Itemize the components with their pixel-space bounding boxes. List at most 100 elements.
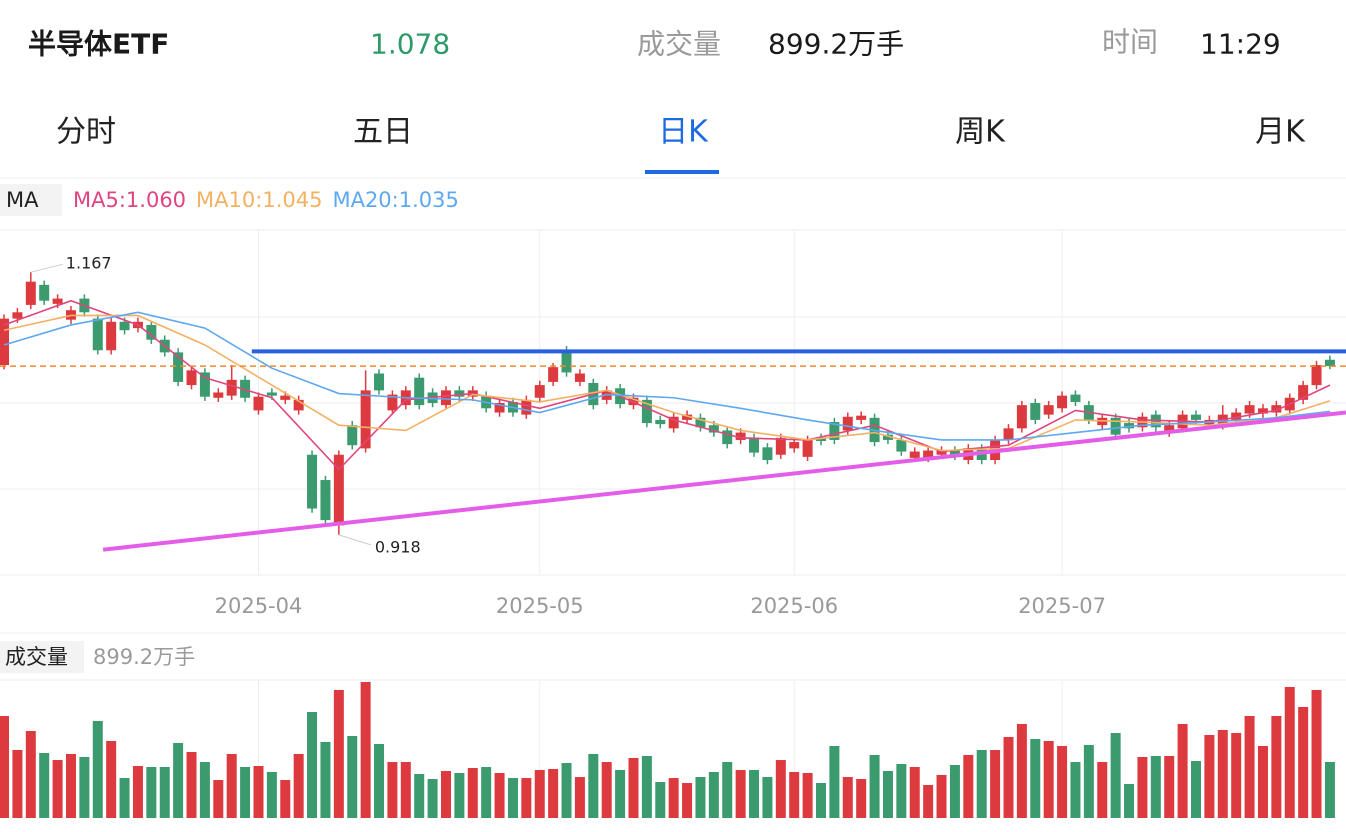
volume-bar — [1083, 745, 1094, 818]
volume-bar — [186, 751, 197, 818]
volume-title-bg — [0, 641, 84, 673]
volume-bar — [963, 754, 974, 818]
candle-body — [1244, 405, 1255, 414]
candle-body — [52, 298, 63, 304]
volume-bar — [400, 762, 411, 818]
candle-body — [749, 437, 760, 453]
candle-body — [1231, 412, 1242, 420]
volume-bar — [896, 764, 907, 818]
volume-bar — [387, 762, 398, 818]
volume-bar — [360, 681, 371, 818]
candle-body — [414, 377, 425, 406]
volume-bar — [561, 763, 572, 818]
volume-bar — [749, 769, 760, 818]
volume-bar — [226, 753, 237, 818]
volume-bar — [92, 720, 103, 818]
candle-body — [440, 390, 451, 406]
tab[interactable]: 五日 — [353, 115, 413, 150]
volume-bar — [601, 762, 612, 818]
volume-bar — [628, 757, 639, 818]
volume: 899.2万手 — [768, 28, 904, 61]
legend-entry: MA10:1.045 — [196, 188, 322, 212]
candle-body — [387, 394, 398, 411]
volume-bar — [976, 749, 987, 818]
volume-bar — [990, 749, 1001, 818]
tab[interactable]: 月K — [1255, 115, 1306, 150]
tab[interactable]: 周K — [955, 115, 1006, 150]
volume-bar — [1070, 762, 1081, 818]
volume-bar — [494, 772, 505, 818]
volume-bar — [1231, 732, 1242, 818]
candle-body — [1070, 394, 1081, 402]
volume-subtitle: 899.2万手 — [93, 645, 195, 669]
candle-body — [293, 399, 304, 411]
volume-bar — [159, 766, 170, 818]
volume-label: 成交量 — [637, 28, 721, 61]
volume-bar — [815, 783, 826, 818]
tab[interactable]: 分时 — [56, 115, 116, 150]
volume-bar — [588, 753, 599, 818]
legend-entry: MA5:1.060 — [73, 188, 186, 212]
candle-body — [775, 437, 786, 455]
volume-bar — [320, 741, 331, 818]
volume-bar — [869, 754, 880, 818]
volume-bar — [1257, 746, 1268, 818]
volume-bar — [1043, 740, 1054, 818]
volume-bar — [615, 769, 626, 818]
candle-body — [146, 324, 157, 340]
volume-bar — [467, 767, 478, 818]
candle-body — [1030, 403, 1041, 420]
volume-bar — [521, 778, 532, 818]
candle-body — [199, 372, 210, 397]
volume-bar — [1137, 756, 1148, 818]
candle-body — [1003, 428, 1014, 440]
drawn-line — [102, 410, 1346, 552]
candle-body — [320, 480, 331, 521]
volume-bar — [106, 740, 117, 818]
candle-body — [1324, 359, 1335, 367]
volume-bar — [534, 769, 545, 818]
volume-bar — [949, 765, 960, 818]
volume-bar — [1030, 738, 1041, 818]
volume-bar — [65, 753, 76, 818]
tab-underline — [645, 170, 719, 174]
candle-body — [1311, 365, 1322, 386]
volume-bar — [79, 756, 90, 818]
volume-bar — [1164, 755, 1175, 818]
candle-body — [1257, 408, 1268, 414]
volume-bar — [52, 760, 63, 818]
candle-body — [534, 385, 545, 398]
ma-line — [3, 311, 1331, 441]
candle-body — [307, 454, 318, 509]
volume-bar — [414, 773, 425, 818]
volume-bar — [574, 777, 585, 818]
volume-bar — [427, 779, 438, 818]
candle-body — [0, 318, 10, 366]
volume-bar — [1177, 723, 1188, 818]
volume-bar — [1204, 734, 1215, 818]
volume-bar — [374, 744, 385, 818]
candle-body — [641, 399, 652, 424]
volume-bar — [213, 780, 224, 818]
candle-body — [92, 318, 103, 351]
volume-bar — [655, 782, 666, 818]
candle-body — [347, 425, 358, 446]
volume-bar — [1298, 706, 1309, 818]
volume-bar — [682, 783, 693, 818]
candle-body — [374, 373, 385, 391]
x-tick-label: 2025-06 — [750, 594, 838, 618]
candle-body — [1164, 425, 1175, 433]
candle-body — [39, 284, 50, 301]
tab[interactable]: 日K — [658, 115, 709, 150]
candle-body — [173, 352, 184, 382]
x-tick-label: 2025-04 — [215, 594, 303, 618]
volume-bar — [936, 774, 947, 818]
candle-body — [896, 439, 907, 452]
etf-name: 半导体ETF — [28, 28, 169, 61]
volume-bar — [923, 784, 934, 818]
volume-bar — [775, 760, 786, 818]
volume-bar — [762, 777, 773, 818]
candle-body — [360, 390, 371, 449]
candle-body — [494, 403, 505, 413]
volume-bar — [695, 777, 706, 818]
